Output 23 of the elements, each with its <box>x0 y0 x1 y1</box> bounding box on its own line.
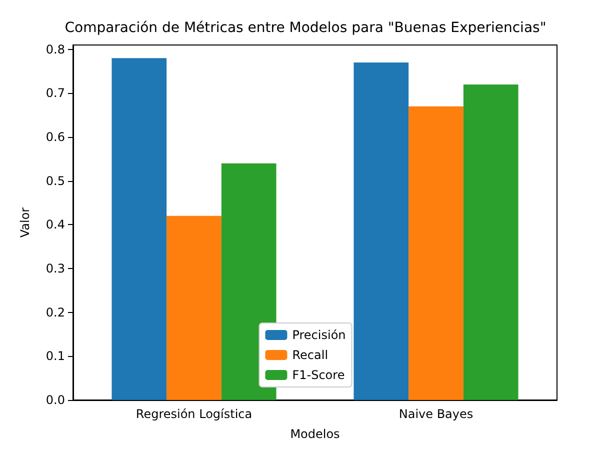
y-tick-label: 0.6 <box>46 130 65 144</box>
legend-label: F1-Score <box>292 368 345 382</box>
bar <box>354 62 409 400</box>
bar <box>408 106 464 400</box>
y-tick-label: 0.3 <box>46 262 65 276</box>
y-tick-label: 0.4 <box>46 218 65 232</box>
y-axis-title: Valor <box>18 207 32 238</box>
legend-label: Precisión <box>292 328 346 342</box>
y-tick-label: 0.0 <box>46 393 65 407</box>
chart-title: Comparación de Métricas entre Modelos para "Buenas Experiencias" <box>64 20 546 36</box>
x-tick-label: Naive Bayes <box>398 407 474 421</box>
x-axis-title: Modelos <box>290 427 340 441</box>
y-tick-label: 0.1 <box>46 349 65 364</box>
bar <box>166 216 222 400</box>
legend-label: Recall <box>292 348 328 362</box>
y-tick-label: 0.8 <box>46 42 65 56</box>
bar <box>112 58 167 400</box>
bar <box>463 84 518 400</box>
x-tick-label: Regresión Logística <box>136 407 252 421</box>
y-tick-label: 0.7 <box>46 86 65 100</box>
y-tick-label: 0.5 <box>46 174 65 188</box>
bar <box>221 163 276 400</box>
y-tick-label: 0.2 <box>46 305 65 320</box>
